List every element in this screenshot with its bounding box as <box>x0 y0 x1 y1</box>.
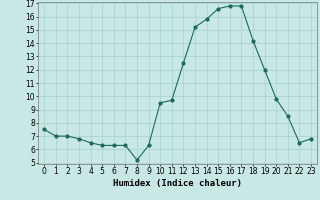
X-axis label: Humidex (Indice chaleur): Humidex (Indice chaleur) <box>113 179 242 188</box>
